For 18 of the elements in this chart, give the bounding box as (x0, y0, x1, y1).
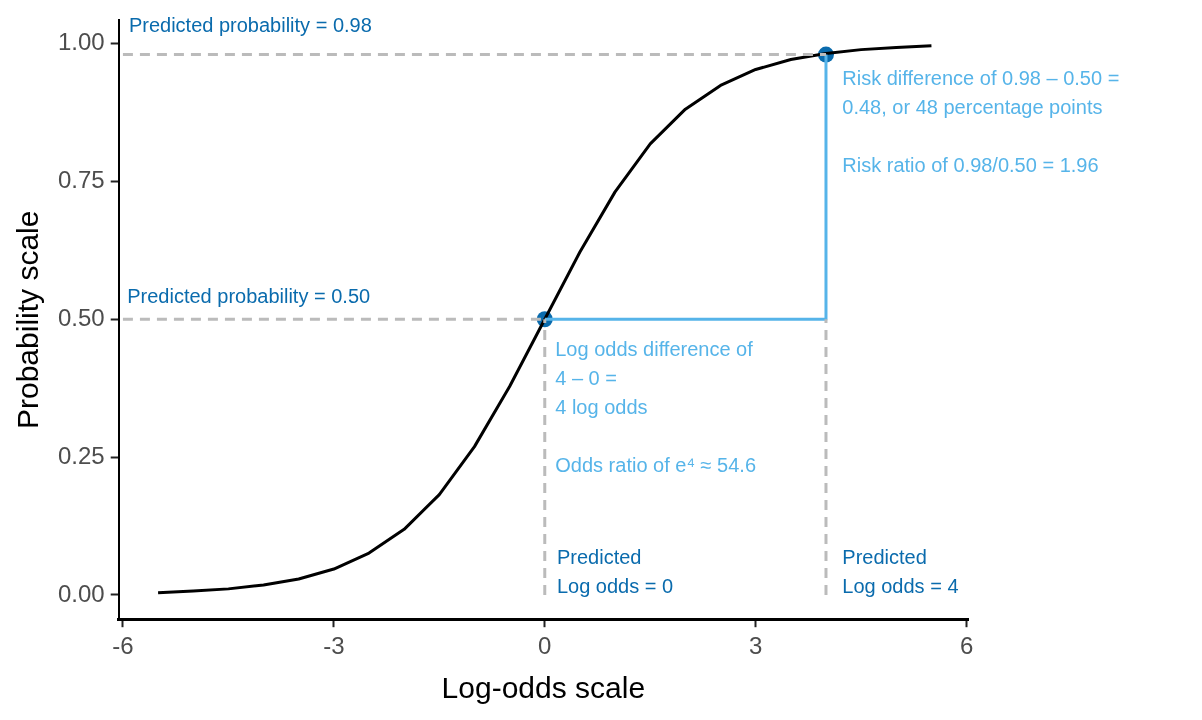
annotation: Predicted probability = 0.98 (128, 13, 372, 36)
x-tick-label: -3 (323, 632, 345, 660)
annotation: Predicted probability = 0.50 (127, 285, 371, 308)
y-tick-label: 1.00 (57, 28, 105, 56)
y-tick-label: 0.25 (57, 441, 105, 469)
y-axis-title: Probability scale (11, 210, 45, 430)
x-tick-label: -6 (112, 632, 134, 660)
text: Log odds difference of 4 – 0 = 4 log odds Odds ratio of e⁴ ≈ 54.6 (555, 338, 757, 477)
y-tick-label: 0.50 (57, 303, 105, 331)
x-axis-title: Log-odds scale (441, 671, 646, 705)
x-tick-label: 0 (538, 632, 552, 660)
x-tick-label: 6 (959, 632, 974, 660)
annotation: Predicted Log odds = 0 (556, 546, 674, 598)
annotation: Predicted Log odds = 4 (842, 546, 959, 598)
text: Risk difference of 0.98 – 0.50 = 0.48, or 48 percentage points Risk ratio of 0.98/0.50 = 1.96 (842, 66, 1120, 176)
y-tick-label: 0.75 (57, 166, 105, 194)
x-tick-label: 3 (749, 632, 763, 660)
y-tick-label: 0.00 (57, 579, 105, 607)
